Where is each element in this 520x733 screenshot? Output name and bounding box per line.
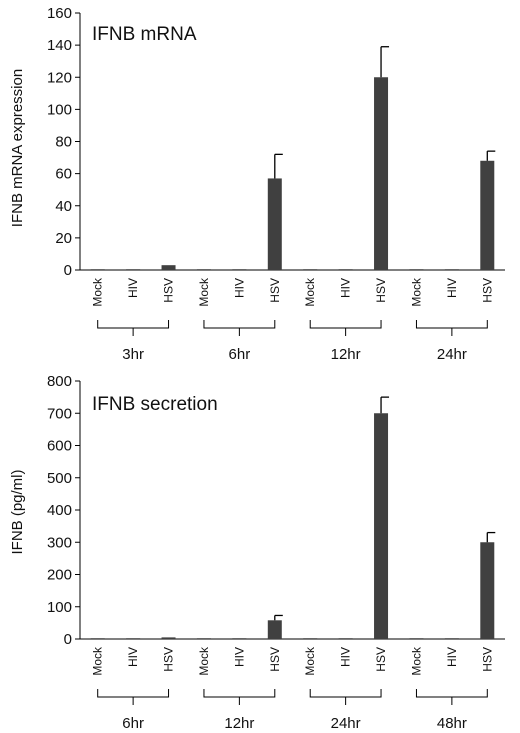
x-tick-label: HSV [268, 647, 282, 672]
x-tick-label: HSV [162, 647, 176, 672]
x-tick-label: HSV [480, 647, 494, 672]
y-tick-label: 100 [47, 599, 72, 616]
x-tick-label: HSV [374, 647, 388, 672]
x-tick-label: HSV [162, 278, 176, 303]
x-tick-label: Mock [409, 646, 423, 676]
x-tick-label: Mock [197, 646, 211, 676]
bar [126, 638, 141, 639]
bar [444, 638, 459, 639]
y-tick-label: 160 [47, 5, 72, 22]
group-label: 48hr [437, 715, 467, 732]
group-label: 6hr [229, 346, 251, 363]
x-tick-label: Mock [91, 277, 105, 307]
y-tick-label: 600 [47, 438, 72, 455]
y-tick-label: 800 [47, 373, 72, 390]
group-bracket [309, 320, 382, 336]
chart-ifnb-mrna: IFNB mRNA IFNB mRNA expression 0 20 40 60 80… [9, 5, 505, 363]
bar [267, 620, 282, 639]
y-tick-label: 80 [55, 134, 72, 151]
bar [480, 160, 495, 270]
bar [374, 77, 389, 270]
y-tick-label: 120 [47, 69, 72, 86]
x-tick-label: Mock [91, 646, 105, 676]
group-bracket [415, 320, 488, 336]
group-label: 12hr [331, 346, 361, 363]
x-tick-label: HSV [480, 278, 494, 303]
group-bracket [415, 689, 488, 705]
x-tick-label: Mock [303, 646, 317, 676]
chart-title: IFNB mRNA [92, 24, 197, 45]
bar [338, 269, 353, 270]
y-tick-label: 20 [55, 230, 72, 247]
y-tick-label: 60 [55, 166, 72, 183]
y-tick-label: 0 [64, 631, 72, 648]
y-tick-label: 500 [47, 470, 72, 487]
x-tick-label: HIV [232, 278, 246, 298]
x-tick-label: Mock [197, 277, 211, 307]
bar [90, 638, 105, 639]
y-tick-label: 100 [47, 101, 72, 118]
bar [126, 269, 141, 270]
x-tick-label: HIV [445, 278, 459, 298]
y-axis-label: IFNB (pg/ml) [9, 469, 26, 554]
x-tick-label: Mock [303, 277, 317, 307]
bar [232, 638, 247, 639]
chart-ifnb-secretion: IFNB secretion IFNB (pg/ml) 0 100 200 300 40… [9, 373, 505, 732]
group-label: 12hr [224, 715, 254, 732]
y-tick-label: 140 [47, 37, 72, 54]
bar [196, 269, 211, 270]
group-bracket [97, 320, 170, 336]
group-label: 24hr [331, 715, 361, 732]
y-tick-label: 300 [47, 534, 72, 551]
bar [303, 638, 318, 639]
bar [303, 269, 318, 270]
x-tick-label: HIV [339, 278, 353, 298]
x-tick-label: HSV [268, 278, 282, 303]
y-tick-label: 400 [47, 502, 72, 519]
bar [374, 413, 389, 639]
bar [161, 265, 176, 270]
bar [161, 637, 176, 639]
x-tick-label: HSV [374, 278, 388, 303]
bar [338, 638, 353, 639]
bar [90, 269, 105, 270]
y-tick-label: 200 [47, 567, 72, 584]
bar [409, 269, 424, 270]
bar [409, 638, 424, 639]
chart-title: IFNB secretion [92, 394, 218, 415]
x-tick-label: HIV [232, 647, 246, 667]
x-tick-label: HIV [126, 278, 140, 298]
y-axis-label: IFNB mRNA expression [9, 69, 26, 227]
group-label: 24hr [437, 346, 467, 363]
x-tick-label: HIV [339, 647, 353, 667]
group-bracket [309, 689, 382, 705]
y-tick-label: 700 [47, 405, 72, 422]
x-tick-label: Mock [409, 277, 423, 307]
bar [232, 269, 247, 270]
y-tick-label: 0 [64, 262, 72, 279]
group-bracket [203, 689, 276, 705]
group-bracket [97, 689, 170, 705]
bar [267, 178, 282, 270]
bar [444, 269, 459, 270]
x-tick-label: HIV [445, 647, 459, 667]
x-tick-label: HIV [126, 647, 140, 667]
y-tick-label: 40 [55, 198, 72, 215]
group-label: 6hr [122, 715, 144, 732]
bar [480, 542, 495, 639]
bar [196, 638, 211, 639]
group-bracket [203, 320, 276, 336]
group-label: 3hr [122, 346, 144, 363]
